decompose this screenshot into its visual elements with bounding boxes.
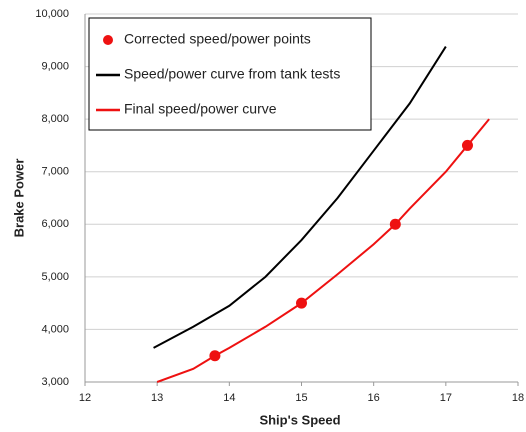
x-tick-label: 16 bbox=[368, 392, 380, 404]
y-tick-label: 8,000 bbox=[41, 113, 69, 125]
legend-label: Final speed/power curve bbox=[124, 101, 277, 117]
x-axis-title: Ship's Speed bbox=[259, 412, 340, 427]
y-tick-label: 3,000 bbox=[41, 376, 69, 388]
x-tick-label: 14 bbox=[223, 392, 235, 404]
y-tick-label: 7,000 bbox=[41, 166, 69, 178]
x-tick-label: 15 bbox=[295, 392, 307, 404]
y-tick-label: 4,000 bbox=[41, 323, 69, 335]
x-tick-label: 17 bbox=[440, 392, 452, 404]
legend-box bbox=[88, 17, 372, 131]
line bbox=[153, 46, 447, 349]
y-axis-title: Brake Power bbox=[11, 159, 26, 238]
x-tick-label: 12 bbox=[79, 392, 91, 404]
legend-label: Corrected speed/power points bbox=[124, 31, 311, 47]
legend-label: Speed/power curve from tank tests bbox=[124, 66, 340, 82]
line bbox=[156, 118, 490, 383]
y-tick-label: 5,000 bbox=[41, 271, 69, 283]
y-tick-label: 6,000 bbox=[41, 218, 69, 230]
y-tick-label: 10,000 bbox=[35, 8, 69, 20]
x-tick-label: 13 bbox=[151, 392, 163, 404]
y-tick-label: 9,000 bbox=[41, 60, 69, 72]
legend-marker bbox=[103, 35, 113, 45]
x-tick-label: 18 bbox=[512, 392, 524, 404]
